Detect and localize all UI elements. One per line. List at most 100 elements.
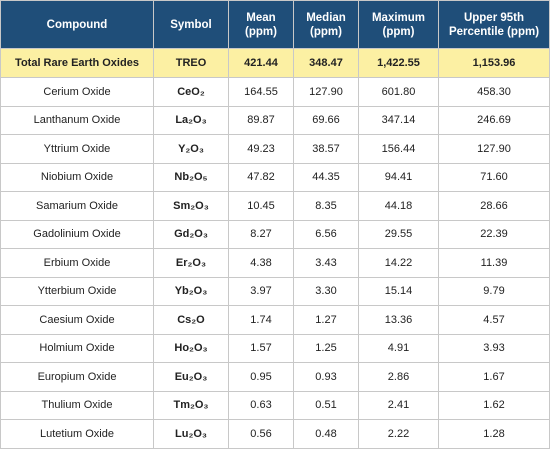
- value-cell: 1.25: [293, 333, 359, 363]
- value-cell: 3.30: [293, 276, 359, 306]
- value-cell: 1,153.96: [438, 48, 550, 78]
- value-cell: 6.56: [293, 219, 359, 249]
- value-cell: 8.35: [293, 191, 359, 221]
- table-row: Cerium Oxide CeO₂ 164.55 127.90 601.80 458.30: [0, 77, 550, 107]
- value-cell: 156.44: [358, 134, 439, 164]
- value-cell: 421.44: [228, 48, 294, 78]
- value-cell: 49.23: [228, 134, 294, 164]
- value-cell: 44.35: [293, 162, 359, 192]
- compound-cell: Yttrium Oxide: [0, 134, 154, 164]
- value-cell: 1.27: [293, 305, 359, 335]
- value-cell: 4.91: [358, 333, 439, 363]
- table-row: Total Rare Earth Oxides TREO 421.44 348.47 1…: [0, 48, 550, 78]
- compound-cell: Lanthanum Oxide: [0, 105, 154, 135]
- symbol-cell: Sm₂O₃: [153, 191, 229, 221]
- value-cell: 1.62: [438, 390, 550, 420]
- value-cell: 0.56: [228, 419, 294, 449]
- symbol-cell: Er₂O₃: [153, 248, 229, 278]
- compound-cell: Samarium Oxide: [0, 191, 154, 221]
- compound-cell: Gadolinium Oxide: [0, 219, 154, 249]
- value-cell: 8.27: [228, 219, 294, 249]
- table-row: Holmium Oxide Ho₂O₃ 1.57 1.25 4.91 3.93: [0, 333, 550, 363]
- compound-cell: Ytterbium Oxide: [0, 276, 154, 306]
- header-row: Compound Symbol Mean (ppm) Median (ppm) Maxi…: [0, 0, 550, 49]
- value-cell: 127.90: [293, 77, 359, 107]
- symbol-cell: Y₂O₃: [153, 134, 229, 164]
- column-header: Symbol: [153, 0, 229, 49]
- value-cell: 13.36: [358, 305, 439, 335]
- symbol-cell: Gd₂O₃: [153, 219, 229, 249]
- value-cell: 0.95: [228, 362, 294, 392]
- value-cell: 71.60: [438, 162, 550, 192]
- value-cell: 4.38: [228, 248, 294, 278]
- symbol-cell: Lu₂O₃: [153, 419, 229, 449]
- value-cell: 38.57: [293, 134, 359, 164]
- value-cell: 10.45: [228, 191, 294, 221]
- column-header: Median (ppm): [293, 0, 359, 49]
- compound-cell: Caesium Oxide: [0, 305, 154, 335]
- value-cell: 0.93: [293, 362, 359, 392]
- value-cell: 89.87: [228, 105, 294, 135]
- symbol-cell: La₂O₃: [153, 105, 229, 135]
- symbol-cell: TREO: [153, 48, 229, 78]
- table-row: Lutetium Oxide Lu₂O₃ 0.56 0.48 2.22 1.28: [0, 419, 550, 449]
- compound-cell: Niobium Oxide: [0, 162, 154, 192]
- value-cell: 1.74: [228, 305, 294, 335]
- value-cell: 9.79: [438, 276, 550, 306]
- value-cell: 164.55: [228, 77, 294, 107]
- value-cell: 28.66: [438, 191, 550, 221]
- value-cell: 29.55: [358, 219, 439, 249]
- value-cell: 2.86: [358, 362, 439, 392]
- value-cell: 11.39: [438, 248, 550, 278]
- value-cell: 44.18: [358, 191, 439, 221]
- value-cell: 348.47: [293, 48, 359, 78]
- table-row: Samarium Oxide Sm₂O₃ 10.45 8.35 44.18 28.66: [0, 191, 550, 221]
- value-cell: 1.67: [438, 362, 550, 392]
- column-header: Maximum (ppm): [358, 0, 439, 49]
- column-header: Upper 95th Percentile (ppm): [438, 0, 550, 49]
- value-cell: 0.48: [293, 419, 359, 449]
- value-cell: 1.28: [438, 419, 550, 449]
- compound-cell: Holmium Oxide: [0, 333, 154, 363]
- compound-cell: Erbium Oxide: [0, 248, 154, 278]
- value-cell: 246.69: [438, 105, 550, 135]
- table-header: Compound Symbol Mean (ppm) Median (ppm) Maxi…: [0, 0, 550, 49]
- compound-cell: Europium Oxide: [0, 362, 154, 392]
- table-row: Gadolinium Oxide Gd₂O₃ 8.27 6.56 29.55 22.39: [0, 219, 550, 249]
- value-cell: 4.57: [438, 305, 550, 335]
- value-cell: 1,422.55: [358, 48, 439, 78]
- symbol-cell: Ho₂O₃: [153, 333, 229, 363]
- value-cell: 15.14: [358, 276, 439, 306]
- symbol-cell: Eu₂O₃: [153, 362, 229, 392]
- column-header: Compound: [0, 0, 154, 49]
- value-cell: 1.57: [228, 333, 294, 363]
- value-cell: 458.30: [438, 77, 550, 107]
- value-cell: 94.41: [358, 162, 439, 192]
- value-cell: 14.22: [358, 248, 439, 278]
- table-row: Lanthanum Oxide La₂O₃ 89.87 69.66 347.14 246.…: [0, 105, 550, 135]
- symbol-cell: Cs₂O: [153, 305, 229, 335]
- table-row: Caesium Oxide Cs₂O 1.74 1.27 13.36 4.57: [0, 305, 550, 335]
- value-cell: 47.82: [228, 162, 294, 192]
- value-cell: 3.43: [293, 248, 359, 278]
- compound-cell: Cerium Oxide: [0, 77, 154, 107]
- table-row: Europium Oxide Eu₂O₃ 0.95 0.93 2.86 1.67: [0, 362, 550, 392]
- value-cell: 0.51: [293, 390, 359, 420]
- symbol-cell: Tm₂O₃: [153, 390, 229, 420]
- value-cell: 3.97: [228, 276, 294, 306]
- value-cell: 2.41: [358, 390, 439, 420]
- symbol-cell: CeO₂: [153, 77, 229, 107]
- compound-cell: Lutetium Oxide: [0, 419, 154, 449]
- symbol-cell: Yb₂O₃: [153, 276, 229, 306]
- value-cell: 0.63: [228, 390, 294, 420]
- table-row: Yttrium Oxide Y₂O₃ 49.23 38.57 156.44 127.90: [0, 134, 550, 164]
- symbol-cell: Nb₂O₅: [153, 162, 229, 192]
- compound-cell: Thulium Oxide: [0, 390, 154, 420]
- value-cell: 69.66: [293, 105, 359, 135]
- value-cell: 2.22: [358, 419, 439, 449]
- table-row: Ytterbium Oxide Yb₂O₃ 3.97 3.30 15.14 9.79: [0, 276, 550, 306]
- value-cell: 3.93: [438, 333, 550, 363]
- table-row: Niobium Oxide Nb₂O₅ 47.82 44.35 94.41 71.60: [0, 162, 550, 192]
